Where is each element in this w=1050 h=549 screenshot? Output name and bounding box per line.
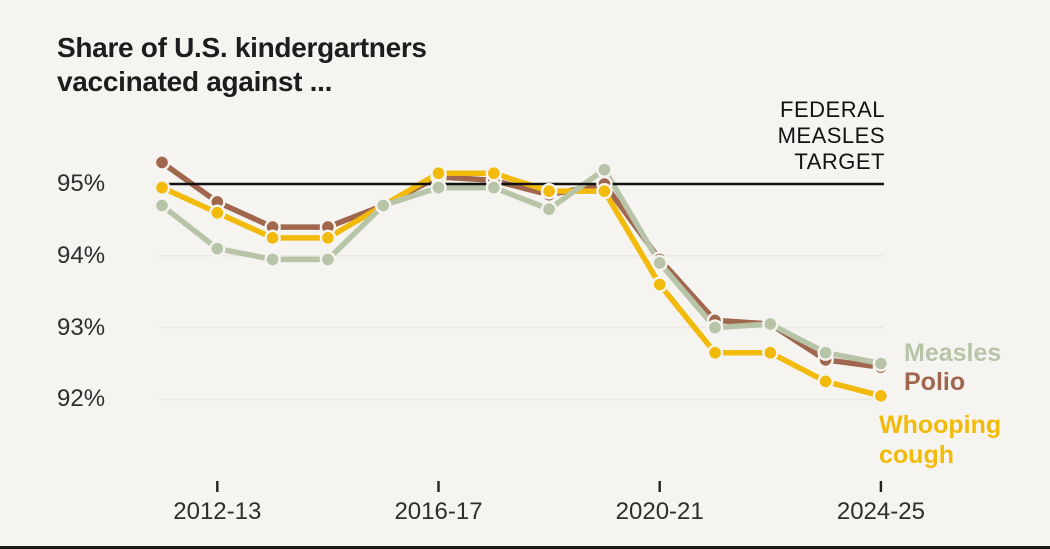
point-measles-2022-23: [762, 315, 779, 333]
target-label-line-2: MEASLES: [777, 123, 885, 148]
x-axis-label-2012-13: 2012-13: [173, 498, 262, 525]
point-measles-2019-20: [596, 161, 613, 178]
point-measles-2021-22: [706, 319, 724, 336]
point-whooping-cough-2023-24: [817, 373, 834, 390]
chart-title-line-2: vaccinated against ...: [57, 66, 333, 97]
chart-title-line-1: Share of U.S. kindergartners: [57, 32, 427, 63]
point-polio-2011-12: [153, 154, 171, 171]
point-whooping-cough-2012-13: [209, 204, 226, 221]
target-line-label: FEDERAL MEASLES TARGET: [778, 97, 885, 175]
target-label-line-3: TARGET: [794, 149, 885, 174]
point-measles-2015-16: [375, 197, 392, 214]
point-measles-2017-18: [485, 179, 502, 196]
y-axis-label-93: 93%: [57, 313, 106, 341]
point-measles-2012-13: [209, 240, 226, 257]
point-measles-2014-15: [319, 251, 337, 268]
legend-label-polio: Polio: [904, 368, 966, 396]
point-measles-2013-14: [264, 251, 281, 268]
point-whooping-cough-2021-22: [706, 344, 724, 361]
point-whooping-cough-2022-23: [762, 344, 779, 361]
y-axis-label-94: 94%: [57, 241, 106, 269]
legend-whooping-line-1: Whooping: [879, 411, 1002, 439]
point-measles-2018-19: [540, 200, 558, 218]
y-axis-label-92: 92%: [57, 385, 106, 413]
point-whooping-cough-2019-20: [596, 182, 613, 200]
legend-label-whooping-cough: Whooping cough: [879, 410, 1001, 470]
target-label-line-1: FEDERAL: [780, 97, 885, 122]
point-measles-2020-21: [651, 254, 668, 272]
x-axis-label-2020-21: 2020-21: [615, 498, 704, 525]
legend-whooping-line-2: cough: [879, 441, 954, 469]
series-line-whooping-cough: [159, 170, 884, 399]
point-whooping-cough-2020-21: [651, 276, 668, 293]
legend-label-measles: Measles: [904, 339, 1002, 367]
x-axis-label-2024-25: 2024-25: [836, 498, 925, 525]
series-line-measles: [159, 166, 884, 367]
x-axis-label-2016-17: 2016-17: [394, 498, 483, 525]
y-axis-label-95: 95%: [57, 170, 106, 197]
point-whooping-cough-2016-17: [430, 165, 447, 182]
point-measles-2011-12: [153, 197, 171, 214]
point-whooping-cough-2013-14: [264, 229, 281, 247]
bottom-divider: [0, 546, 1050, 549]
point-measles-2024-25: [872, 355, 890, 372]
point-measles-2023-24: [817, 344, 834, 361]
chart-title: Share of U.S. kindergartners vaccinated …: [57, 31, 427, 99]
point-measles-2016-17: [430, 179, 447, 196]
point-whooping-cough-2014-15: [319, 229, 337, 247]
point-whooping-cough-2024-25: [872, 387, 890, 405]
point-whooping-cough-2018-19: [540, 182, 558, 200]
point-whooping-cough-2017-18: [485, 165, 502, 182]
point-whooping-cough-2011-12: [153, 179, 171, 196]
